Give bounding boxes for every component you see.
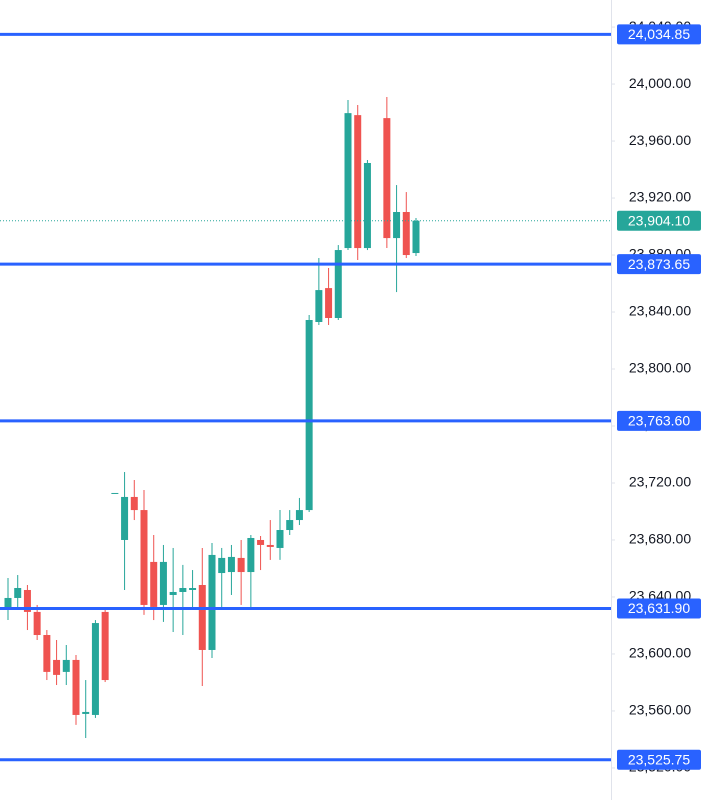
candle-body [159,561,167,605]
y-tick-label: 23,680.00 [629,531,691,547]
candle-body [393,212,401,239]
y-tick-label: 23,800.00 [629,360,691,376]
y-tick-label: 23,840.00 [629,303,691,319]
candle-body [402,212,410,256]
level-label: 23,873.65 [628,256,690,272]
level-label: 23,763.60 [628,413,690,429]
level-box [617,410,701,431]
candle-body [189,587,197,590]
candle-body [218,557,226,574]
y-tick-label: 23,920.00 [629,189,691,205]
level-box [617,749,701,770]
level-box [617,598,701,619]
candle-body [227,556,235,573]
candle-body [150,561,158,607]
level-label: 23,525.75 [628,751,690,767]
candle-body [257,539,265,545]
candle-body [91,623,99,715]
level-label: 23,631.90 [628,600,690,616]
candle-body [363,162,371,249]
last-price-box [617,210,701,231]
candle-body [325,288,333,319]
candle-body [266,544,274,547]
candle-body [53,659,61,675]
candle-body [383,118,391,239]
y-tick-label: 23,960.00 [629,132,691,148]
candle-body [247,537,255,573]
candle-body [130,496,138,511]
candle-body [33,611,41,636]
candle-body [169,591,177,595]
candle-body [237,557,245,573]
level-label: 24,034.85 [628,26,690,42]
last-price-label: 23,904.10 [628,212,690,228]
candle-body [344,113,352,249]
level-box [617,24,701,45]
candle-body [276,530,284,548]
y-tick-label: 23,600.00 [629,645,691,661]
candle-body [334,250,342,319]
candle-body [286,520,294,531]
candle-body [121,496,129,540]
y-tick-label: 24,000.00 [629,75,691,91]
candle-body [140,510,148,605]
candle-body [23,589,31,612]
candle-body [43,635,51,672]
candle-body [208,554,216,650]
y-tick-label: 23,560.00 [629,702,691,718]
candle-body [179,587,187,592]
y-tick-label: 23,720.00 [629,474,691,490]
candle-body [82,711,90,714]
level-box [617,254,701,275]
candle-body [111,492,119,494]
candle-body [305,320,313,511]
candle-body [72,659,80,715]
candle-body [354,115,362,249]
candle-body [295,510,303,521]
candle-body [62,659,70,672]
candle-body [198,585,206,650]
candle-body [101,611,109,681]
candle-body [14,587,22,598]
candle-body [315,290,323,322]
candle-body [4,597,12,610]
candle-body [412,220,420,254]
